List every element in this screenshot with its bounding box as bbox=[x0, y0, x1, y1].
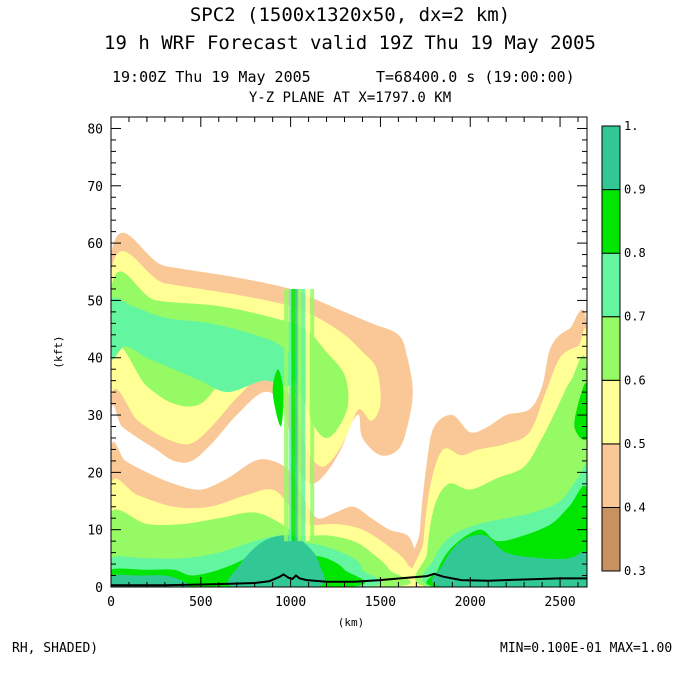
x-tick-label: 1500 bbox=[365, 595, 396, 610]
updraft-streak-4 bbox=[297, 289, 302, 542]
y-tick-label: 20 bbox=[87, 466, 103, 481]
cross-section-plane-label: Y-Z PLANE AT X=1797.0 KM bbox=[248, 90, 452, 106]
terrain-profile bbox=[111, 572, 587, 587]
chart-title: SPC2 (1500x1320x50, dx=2 km) bbox=[189, 4, 511, 26]
rh-region-1-19 bbox=[246, 540, 306, 585]
y-tick-label: 40 bbox=[87, 352, 103, 367]
x-axis-label: (km) bbox=[338, 616, 365, 629]
rh-region-0_8-15 bbox=[574, 383, 587, 441]
y-tick-label: 30 bbox=[87, 409, 103, 424]
updraft-streak-3 bbox=[294, 289, 299, 542]
chart-subtitle: 19 h WRF Forecast valid 19Z Thu 19 May 2… bbox=[104, 32, 596, 54]
colorbar-label: 0.4 bbox=[624, 500, 646, 514]
updraft-streak-6 bbox=[305, 289, 310, 542]
rh-shaded-field bbox=[111, 232, 587, 587]
valid-time-label: 19:00Z Thu 19 May 2005 bbox=[112, 68, 311, 86]
y-tick-label: 60 bbox=[87, 237, 103, 252]
min-max-label: MIN=0.100E-01 MAX=1.00 bbox=[500, 641, 673, 656]
axes: 0 500 1000 1500 2000 2500 0 10 20 30 40 50 60 70 80 bbox=[87, 116, 587, 610]
x-tick-label: 1000 bbox=[275, 595, 306, 610]
colorbar-label: 0.8 bbox=[624, 246, 646, 260]
rh-region-0_7-9 bbox=[111, 297, 300, 393]
field-name-label: RH, SHADED) bbox=[12, 641, 99, 656]
x-tick-label: 500 bbox=[189, 595, 212, 610]
colorbar-label: 0.7 bbox=[624, 310, 646, 324]
colorbar-bin bbox=[601, 379, 621, 445]
colorbar-bin bbox=[601, 316, 621, 381]
colorbar-bin bbox=[601, 506, 621, 572]
colorbar-label: 0.5 bbox=[624, 437, 646, 451]
rh-region-1-20 bbox=[440, 546, 587, 584]
x-tick-label: 2500 bbox=[544, 595, 575, 610]
colorbar: 0.3 0.4 0.5 0.6 0.7 0.8 0.9 1. bbox=[601, 119, 646, 578]
rh-region-0_9-16 bbox=[111, 574, 189, 587]
y-tick-label: 50 bbox=[87, 294, 103, 309]
colorbar-bin bbox=[601, 189, 621, 254]
y-tick-label: 80 bbox=[87, 122, 103, 137]
updraft-streak-0 bbox=[284, 289, 289, 542]
updraft-streak-2 bbox=[291, 289, 296, 542]
rh-region-0_8-14 bbox=[272, 369, 284, 427]
colorbar-label: 0.9 bbox=[624, 183, 646, 197]
x-tick-label: 2000 bbox=[455, 595, 486, 610]
y-axis-label: (kft) bbox=[52, 335, 65, 368]
plot-frame bbox=[110, 116, 588, 588]
updraft-streak-7 bbox=[310, 289, 315, 542]
y-tick-label: 0 bbox=[95, 581, 103, 596]
terrain-line bbox=[111, 572, 587, 587]
y-tick-label: 70 bbox=[87, 180, 103, 195]
colorbar-label: 0.6 bbox=[624, 373, 646, 387]
colorbar-bin bbox=[601, 443, 621, 508]
colorbar-bin bbox=[601, 252, 621, 318]
updraft-streak-1 bbox=[288, 289, 293, 542]
x-tick-label: 0 bbox=[107, 595, 115, 610]
colorbar-bin bbox=[601, 125, 621, 191]
colorbar-label: 1. bbox=[624, 119, 638, 133]
colorbar-label: 0.3 bbox=[624, 564, 646, 578]
updraft-streak-5 bbox=[301, 289, 306, 542]
model-seconds-label: T=68400.0 s (19:00:00) bbox=[376, 68, 575, 86]
y-tick-label: 10 bbox=[87, 524, 103, 539]
